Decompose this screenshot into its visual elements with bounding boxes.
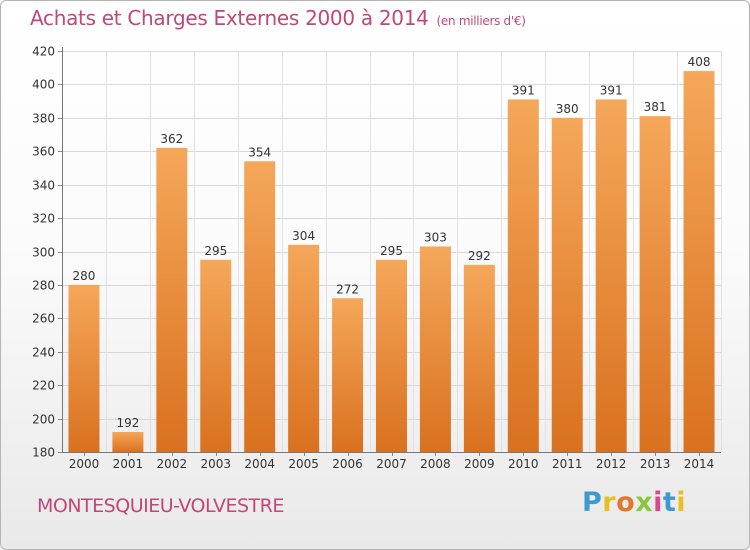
chart-title-unit: (en milliers d'€) [436,14,526,28]
chart-title-main: Achats et Charges Externes 2000 à 2014 [30,6,429,30]
x-tick-label: 2014 [684,457,715,471]
chart-title: Achats et Charges Externes 2000 à 2014 (e… [30,6,526,30]
logo-letter: P [582,487,603,518]
data-label: 362 [160,132,183,146]
commune-name: MONTESQUIEU-VOLVESTRE [37,495,284,517]
bars-layer: 280 192 362 295 354 304 272 295 303 292 391 380 391 3… [68,55,715,453]
y-tick-label: 360 [32,145,55,159]
y-tick-label: 280 [32,279,55,293]
y-tick-label: 220 [32,379,55,393]
logo-letter: i [653,487,663,518]
y-tick-label: 180 [32,446,55,460]
data-label: 391 [600,83,623,97]
x-tick-label: 2008 [420,457,451,471]
logo-letter: t [662,487,677,518]
y-tick-label: 260 [32,312,55,326]
y-tick-label: 240 [32,346,55,360]
y-tick-label: 380 [32,112,55,126]
bar-2008 [419,246,451,452]
y-tick-label: 420 [32,45,55,59]
bar-2009 [463,264,495,452]
logo-letter: o [616,487,636,518]
x-tick-label: 2009 [464,457,495,471]
x-tick-label: 2006 [332,457,363,471]
x-tick-label: 2011 [552,457,583,471]
y-tick-label: 400 [32,78,55,92]
x-tick-label: 2004 [244,457,275,471]
data-label: 295 [380,244,403,258]
data-label: 280 [73,269,96,283]
data-label: 408 [688,55,711,69]
bar-2005 [288,244,320,452]
y-tick-label: 200 [32,413,55,427]
data-label: 272 [336,282,359,296]
logo-letter: r [602,487,617,518]
data-label: 391 [512,83,535,97]
bar-2006 [332,298,364,452]
x-tick-label: 2012 [596,457,627,471]
bar-2000 [68,284,100,452]
logo-letter: i [676,487,687,518]
bar-2011 [551,117,583,452]
logo-letter: x [635,487,654,518]
x-tick-label: 2001 [113,457,144,471]
x-tick-label: 2000 [69,457,100,471]
bar-2007 [376,259,407,452]
data-label: 380 [556,102,579,116]
bar-2010 [507,99,539,453]
data-label: 292 [468,249,491,263]
bar-2013 [639,116,671,452]
data-label: 295 [204,244,227,258]
data-label: 381 [644,100,667,114]
x-tick-label: 2007 [376,457,407,471]
bar-2001 [112,431,144,452]
bar-2014 [683,71,715,453]
y-tick-label: 320 [32,212,55,226]
x-tick-label: 2010 [508,457,539,471]
data-label: 303 [424,230,447,244]
data-label: 192 [116,416,139,430]
y-tick-label: 340 [32,179,55,193]
proxiti-logo: Proxiti [582,487,686,518]
bar-2012 [595,99,627,453]
axis-layer: 180 200 220 240 260 280 300 320 340 360 380 400 420 2… [32,45,721,471]
bar-2003 [200,259,232,452]
y-tick-label: 300 [32,246,55,260]
x-tick-label: 2003 [200,457,231,471]
x-tick-label: 2002 [157,457,188,471]
bar-2002 [156,147,188,453]
x-tick-label: 2013 [640,457,671,471]
x-tick-label: 2005 [288,457,319,471]
data-label: 304 [292,229,315,243]
bar-2004 [244,161,276,452]
data-label: 354 [248,145,271,159]
